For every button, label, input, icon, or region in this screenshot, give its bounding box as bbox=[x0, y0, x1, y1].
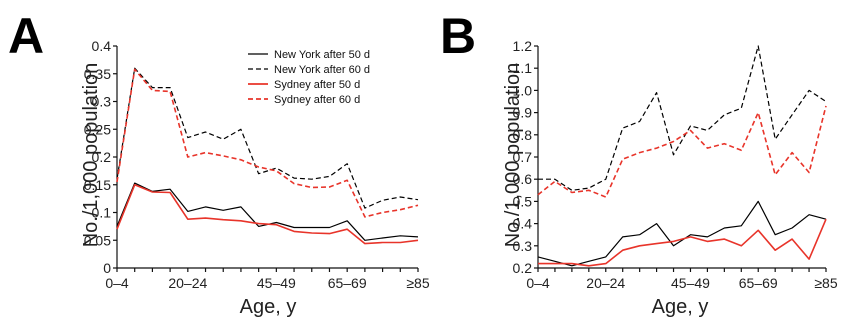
panel-a-x-axis-label: Age, y bbox=[240, 296, 297, 318]
panel-a-y-tick-label: 0.05 bbox=[84, 232, 111, 248]
panel-b-letter: B bbox=[440, 8, 476, 64]
panel-b-series-2-line bbox=[538, 45, 827, 191]
panel-a-axes: 0 0.05 0.1 0.15 0.2 0.25 0.3 0.35 0.4 0–4 20–24 45–… bbox=[84, 38, 430, 291]
panel-b-y-tick-label: 0.9 bbox=[513, 105, 533, 121]
panel-a-letter: A bbox=[8, 8, 44, 64]
panel-b-series-lines bbox=[537, 45, 827, 267]
panel-b-x-tick-label: 20–24 bbox=[586, 275, 625, 291]
panel-b-y-tick-label: 1.2 bbox=[513, 38, 533, 54]
panel-b-series-4-line bbox=[537, 105, 827, 198]
panel-b-y-tick-label: 1.0 bbox=[513, 82, 533, 98]
panel-a-y-tick-label: 0.1 bbox=[92, 205, 112, 221]
panel-a-series-lines bbox=[116, 67, 419, 245]
panel-a-y-tick-label: 0 bbox=[103, 260, 111, 276]
panel-b-x-tick-label: 0–4 bbox=[526, 275, 550, 291]
panel-a-x-tick-label: ≥85 bbox=[406, 275, 429, 291]
panel-b-x-tick-label: ≥85 bbox=[814, 275, 837, 291]
panel-b-x-axis-label: Age, y bbox=[652, 296, 709, 318]
panel-b-y-tick-label: 0.2 bbox=[513, 260, 533, 276]
panel-a-series-2-line bbox=[116, 67, 419, 209]
panel-b-y-tick-label: 0.7 bbox=[513, 149, 533, 165]
legend-entry-2: New York after 60 d bbox=[274, 64, 370, 76]
legend-entry-3: Sydney after 50 d bbox=[274, 79, 360, 91]
panel-a-legend: New York after 50 d New York after 60 d Sy… bbox=[248, 49, 370, 106]
legend-entry-1: New York after 50 d bbox=[274, 49, 370, 61]
panel-b-series-3-line bbox=[538, 218, 827, 267]
panel-a-y-tick-label: 0.3 bbox=[92, 94, 112, 110]
panel-b-y-tick-label: 0.3 bbox=[513, 238, 533, 254]
panel-b-x-tick-label: 45–49 bbox=[671, 275, 710, 291]
panel-b-y-axis-label: No./1,000 population bbox=[502, 63, 524, 248]
panel-b-y-tick-label: 0.4 bbox=[513, 216, 533, 232]
panel-a-x-tick-label: 65–69 bbox=[328, 275, 367, 291]
panel-a-y-tick-label: 0.2 bbox=[92, 149, 112, 165]
panel-a-chart: A No./1,000 population Age, y 0 0.05 0.1 0.… bbox=[8, 8, 430, 318]
panel-b-y-tick-label: 1.1 bbox=[513, 60, 533, 76]
panel-a-y-tick-label: 0.35 bbox=[84, 66, 111, 82]
panel-a-x-tick-label: 0–4 bbox=[105, 275, 129, 291]
panel-a-y-axis-label: No./1,000 population bbox=[80, 63, 102, 248]
legend-entry-4: Sydney after 60 d bbox=[274, 94, 360, 106]
panel-a-series-3-line bbox=[116, 184, 419, 245]
panel-b-axes: 0.2 0.3 0.4 0.5 0.6 0.7 0.8 0.9 1.0 1.1 1.2 0–4 20–2… bbox=[513, 38, 838, 291]
panel-a-x-tick-label: 20–24 bbox=[168, 275, 207, 291]
panel-b-chart: B No./1,000 population Age, y 0.20.30.40… bbox=[440, 8, 838, 318]
panel-b-y-tick-label: 0.6 bbox=[513, 171, 533, 187]
panel-b-y-tick-label: 0.8 bbox=[513, 127, 533, 143]
panel-a-y-tick-label: 0.15 bbox=[84, 177, 111, 193]
panel-a-y-tick-label: 0.25 bbox=[84, 121, 111, 137]
panel-a-y-tick-label: 0.4 bbox=[92, 38, 112, 54]
panel-b-series-1-line bbox=[537, 200, 827, 267]
panel-b-y-tick-label: 0.5 bbox=[513, 193, 533, 209]
panel-b-x-tick-label: 65–69 bbox=[739, 275, 778, 291]
panel-a-x-tick-label: 45–49 bbox=[257, 275, 296, 291]
panel-a-series-4-line bbox=[116, 68, 419, 218]
